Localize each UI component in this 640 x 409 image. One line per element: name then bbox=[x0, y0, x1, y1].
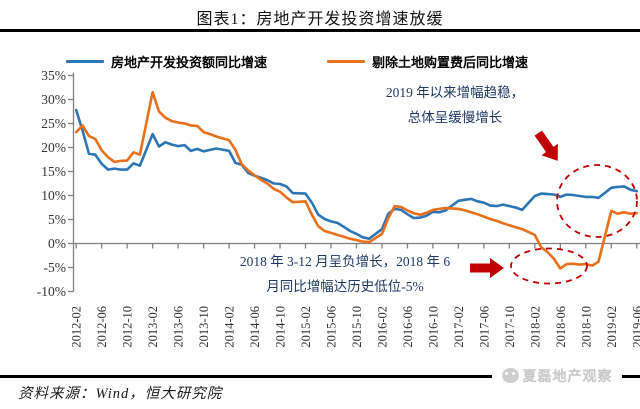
x-tick-label: 2014-06 bbox=[248, 306, 262, 348]
x-tick-label: 2012-02 bbox=[70, 306, 84, 348]
x-tick-label: 2018-02 bbox=[528, 306, 542, 348]
watermark-label: 夏磊地产观察 bbox=[522, 369, 613, 385]
series-line-investment bbox=[74, 108, 639, 240]
x-tick-label: 2019-06 bbox=[630, 306, 640, 348]
y-tick-label: 35% bbox=[41, 68, 66, 83]
watermark-badge: 夏磊地产观察 bbox=[492, 362, 622, 389]
y-tick-label: 30% bbox=[41, 92, 66, 107]
axes bbox=[68, 72, 640, 293]
x-tick-label: 2013-10 bbox=[197, 306, 211, 348]
y-tick-label: 0% bbox=[48, 236, 66, 251]
annotation-2018-low: 2018 年 3-12 月呈负增长，2018 年 6 月同比增幅达历史低位-5% bbox=[188, 249, 502, 299]
x-tick-label: 2016-02 bbox=[375, 306, 389, 348]
x-tick-label: 2012-10 bbox=[121, 306, 135, 348]
annotation-2018-line2: 月同比增幅达历史低位-5% bbox=[266, 279, 424, 294]
annotation-2019-line2: 总体呈缓慢增长 bbox=[407, 110, 503, 125]
legend-item-ex-land: 剔除土地购置费后同比增速 bbox=[327, 53, 529, 70]
x-tick-label: 2015-02 bbox=[299, 306, 313, 348]
wechat-bubble-icon bbox=[501, 368, 519, 383]
x-tick-label: 2014-10 bbox=[274, 306, 288, 348]
highlight-block-arrow bbox=[534, 130, 558, 161]
y-tick-label: 20% bbox=[41, 140, 66, 155]
x-tick-label: 2017-06 bbox=[477, 306, 491, 348]
x-tick-label: 2013-02 bbox=[146, 306, 160, 348]
highlight-block-arrow bbox=[470, 258, 504, 278]
title-divider bbox=[0, 29, 640, 32]
x-tick-label: 2018-06 bbox=[554, 306, 568, 348]
legend-item-investment: 房地产开发投资额同比增速 bbox=[66, 53, 268, 70]
x-tick-label: 2017-10 bbox=[503, 306, 517, 348]
y-tick-label: 5% bbox=[48, 212, 66, 227]
annotation-2019-line1: 2019 年以来增幅趋稳， bbox=[385, 85, 525, 100]
page-title: 图表1：房地产开发投资增速放缓 bbox=[196, 11, 444, 28]
legend-label-ex-land: 剔除土地购置费后同比增速 bbox=[372, 54, 529, 70]
annotation-2019-trend: 2019 年以来增幅趋稳， 总体呈缓慢增长 bbox=[352, 80, 558, 130]
x-tick-label: 2014-02 bbox=[223, 306, 237, 348]
y-tick-label: -5% bbox=[44, 260, 67, 275]
x-tick-label: 2015-10 bbox=[350, 306, 364, 348]
x-tick-label: 2016-10 bbox=[426, 306, 440, 348]
x-tick-label: 2019-02 bbox=[605, 306, 619, 348]
x-axis-labels: 2012-02 2012-06 2012-10 2013-02 2013-06 2013-… bbox=[70, 306, 640, 348]
y-tick-label: 15% bbox=[41, 164, 66, 179]
x-tick-label: 2013-06 bbox=[172, 306, 186, 348]
highlight-dashed-ellipse bbox=[556, 164, 638, 238]
legend-swatch-orange bbox=[327, 59, 365, 63]
x-tick-label: 2012-06 bbox=[95, 306, 109, 348]
y-tick-label: 10% bbox=[41, 188, 66, 203]
source-note: 资料来源：Wind，恒大研究院 bbox=[18, 386, 223, 402]
annotation-2018-line1: 2018 年 3-12 月呈负增长，2018 年 6 bbox=[239, 254, 451, 269]
x-tick-label: 2015-06 bbox=[325, 306, 339, 348]
legend-swatch-blue bbox=[66, 59, 104, 63]
footer-divider bbox=[0, 375, 640, 378]
series-line-ex-land bbox=[74, 91, 639, 270]
y-axis-labels: 35% 30% 25% 20% 15% 10% 5% 0% -5% -10% bbox=[37, 68, 66, 299]
highlight-dashed-ellipse bbox=[510, 247, 588, 285]
y-tick-label: -10% bbox=[37, 284, 66, 299]
highlight-marks bbox=[470, 130, 638, 285]
x-tick-label: 2018-10 bbox=[579, 306, 593, 348]
y-tick-label: 25% bbox=[41, 116, 66, 131]
legend-label-investment: 房地产开发投资额同比增速 bbox=[111, 54, 268, 70]
x-tick-label: 2016-06 bbox=[401, 306, 415, 348]
x-tick-label: 2017-02 bbox=[452, 306, 466, 348]
